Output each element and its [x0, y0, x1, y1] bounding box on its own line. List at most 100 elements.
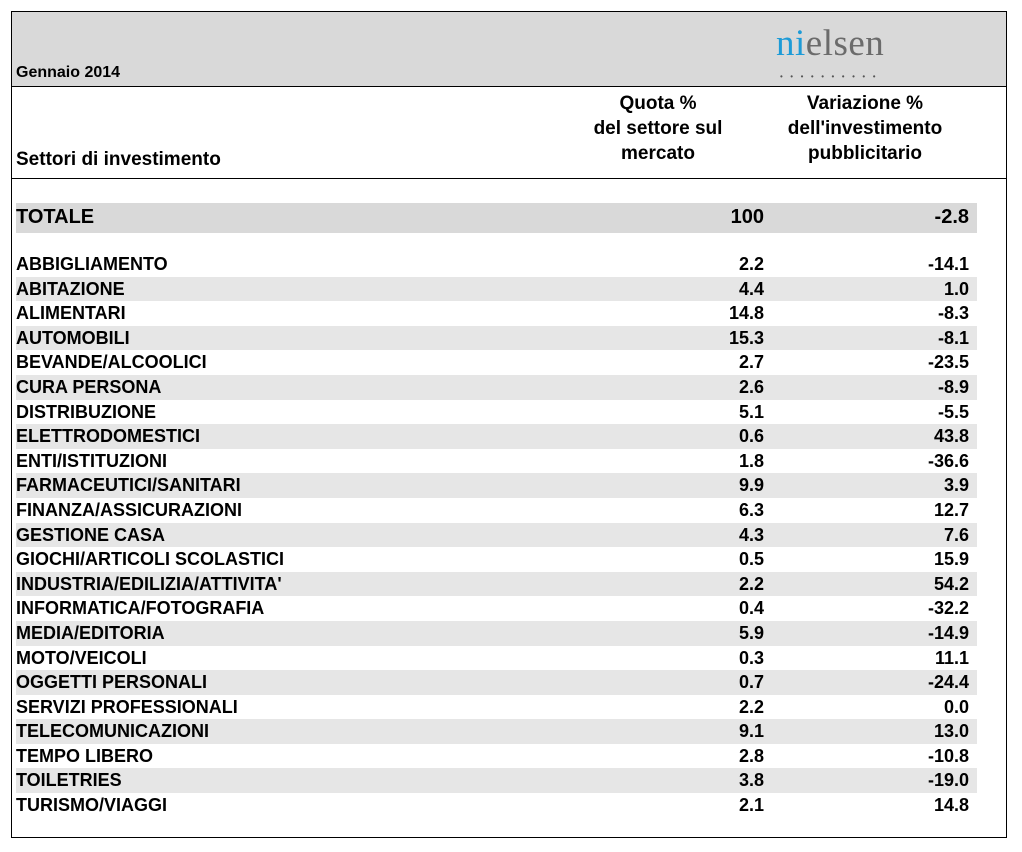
quota-value: 3.8	[738, 770, 764, 791]
variazione-value: -36.6	[927, 450, 969, 471]
variazione-value: 3.9	[943, 475, 969, 496]
quota-value: 4.3	[738, 524, 764, 545]
sector-label: TELECOMUNICAZIONI	[16, 721, 209, 742]
sector-label: BEVANDE/ALCOOLICI	[16, 352, 207, 373]
variazione-value: -10.8	[927, 745, 969, 766]
variazione-value: -14.1	[927, 254, 969, 274]
table-row: BEVANDE/ALCOOLICI 2.7 -23.5	[16, 350, 977, 375]
variazione-value: -23.5	[927, 352, 969, 373]
quota-value: 2.8	[738, 745, 764, 766]
table-row: MOTO/VEICOLI 0.3 11.1	[16, 646, 977, 671]
quota-value: 2.2	[738, 573, 764, 594]
column-header-quota: Quota % del settore sul mercato	[593, 93, 723, 164]
quota-value: 0.4	[738, 598, 764, 619]
quota-value: 9.9	[738, 475, 764, 496]
quota-value: 9.1	[738, 721, 764, 742]
quota-value: 0.6	[738, 426, 764, 447]
sector-label: TOILETRIES	[16, 770, 122, 791]
quota-value: 0.7	[738, 672, 764, 693]
sector-label: TEMPO LIBERO	[16, 745, 154, 766]
nielsen-logo: nielsen ••••••••••	[776, 24, 906, 84]
total-quota: 100	[730, 206, 764, 228]
table-row: CURA PERSONA 2.6 -8.9	[16, 374, 977, 400]
quota-value: 6.3	[738, 499, 764, 520]
table-row: SERVIZI PROFESSIONALI 2.2 0.0	[16, 695, 977, 720]
sector-label: OGGETTI PERSONALI	[16, 672, 208, 693]
table-row: ALIMENTARI 14.8 -8.3	[16, 301, 977, 326]
variazione-value: -32.2	[927, 598, 969, 619]
table-row: FINANZA/ASSICURAZIONI 6.3 12.7	[16, 498, 977, 523]
variazione-value: 43.8	[933, 426, 969, 447]
total-label: TOTALE	[16, 206, 95, 228]
table-row: OGGETTI PERSONALI 0.7 -24.4	[16, 670, 977, 695]
table-row: INFORMATICA/FOTOGRAFIA 0.4 -32.2	[16, 596, 977, 621]
variazione-value: -5.5	[937, 401, 969, 422]
variazione-value: -8.3	[937, 303, 969, 324]
sector-label: ALIMENTARI	[16, 303, 126, 324]
title-band: Gennaio 2014 nielsen ••••••••••	[12, 12, 1006, 87]
table-row: ELETTRODOMESTICI 0.6 43.8	[16, 424, 977, 449]
table-row: TEMPO LIBERO 2.8 -10.8	[16, 744, 977, 769]
table-row: MEDIA/EDITORIA 5.9 -14.9	[16, 620, 977, 646]
variazione-value: -24.4	[927, 672, 969, 693]
variazione-value: 15.9	[933, 549, 969, 570]
sector-label: ABBIGLIAMENTO	[16, 254, 168, 274]
sector-label: GIOCHI/ARTICOLI SCOLASTICI	[16, 549, 284, 570]
quota-value: 0.5	[738, 549, 764, 570]
column-header-variazione: Variazione % dell'investimento pubblicit…	[787, 93, 943, 164]
quota-value: 14.8	[728, 303, 764, 324]
table-row: ABBIGLIAMENTO 2.2 -14.1	[16, 252, 977, 277]
sector-label: MEDIA/EDITORIA	[16, 622, 165, 643]
sector-label: TURISMO/VIAGGI	[16, 795, 168, 816]
variazione-value: 13.0	[933, 721, 969, 742]
quota-value: 5.9	[738, 622, 764, 643]
table-row: GIOCHI/ARTICOLI SCOLASTICI 0.5 15.9	[16, 547, 977, 572]
table-row: TURISMO/VIAGGI 2.1 14.8	[16, 793, 977, 818]
sector-rows: ABBIGLIAMENTO 2.2 -14.1 ABITAZIONE 4.4 1.0 ALI…	[16, 252, 977, 818]
table-row: INDUSTRIA/EDILIZIA/ATTIVITA' 2.2 54.2	[16, 571, 977, 597]
variazione-value: 11.1	[934, 647, 969, 668]
sector-label: FINANZA/ASSICURAZIONI	[16, 499, 242, 520]
sector-label: SERVIZI PROFESSIONALI	[16, 696, 238, 717]
logo-wordmark: nielsen	[776, 23, 885, 64]
total-row: TOTALE 100 -2.8	[16, 203, 977, 233]
table-row: ABITAZIONE 4.4 1.0	[16, 276, 977, 302]
sector-label: ABITAZIONE	[16, 278, 125, 299]
total-variazione: -2.8	[934, 206, 969, 228]
sector-label: MOTO/VEICOLI	[16, 647, 147, 668]
table-row: TELECOMUNICAZIONI 9.1 13.0	[16, 719, 977, 744]
variazione-value: 14.8	[933, 795, 969, 816]
logo-dots: ••••••••••	[780, 72, 884, 81]
quota-value: 2.7	[738, 352, 764, 373]
variazione-value: 7.6	[943, 524, 969, 545]
quota-value: 1.8	[738, 450, 764, 471]
quota-value: 2.6	[738, 376, 764, 397]
column-header-sector: Settori di investimento	[16, 149, 221, 170]
sector-label: ELETTRODOMESTICI	[16, 426, 200, 447]
variazione-value: 1.0	[943, 278, 969, 299]
quota-value: 2.2	[738, 254, 764, 274]
table-row: GESTIONE CASA 4.3 7.6	[16, 522, 977, 548]
quota-value: 4.4	[738, 278, 764, 299]
sector-label: CURA PERSONA	[16, 376, 162, 397]
variazione-value: 12.7	[933, 499, 969, 520]
quota-value: 15.3	[728, 327, 764, 348]
sector-label: DISTRIBUZIONE	[16, 401, 157, 422]
table-row: AUTOMOBILI 15.3 -8.1	[16, 325, 977, 351]
quota-value: 0.3	[738, 647, 764, 668]
variazione-value: -19.0	[927, 770, 969, 791]
sector-label: AUTOMOBILI	[16, 327, 130, 348]
table-row: FARMACEUTICI/SANITARI 9.9 3.9	[16, 473, 977, 498]
quota-value: 2.2	[738, 696, 764, 717]
sector-label: GESTIONE CASA	[16, 524, 166, 545]
sector-label: INDUSTRIA/EDILIZIA/ATTIVITA'	[16, 573, 282, 594]
variazione-value: -14.9	[927, 622, 969, 643]
variazione-value: -8.9	[937, 376, 969, 397]
sector-label: FARMACEUTICI/SANITARI	[16, 475, 241, 496]
variazione-value: 0.0	[943, 696, 969, 717]
sector-label: ENTI/ISTITUZIONI	[16, 450, 167, 471]
table-header: Settori di investimento Quota % del sett…	[12, 87, 1006, 179]
report-period: Gennaio 2014	[16, 64, 121, 81]
variazione-value: -8.1	[937, 327, 969, 348]
quota-value: 2.1	[738, 795, 764, 816]
